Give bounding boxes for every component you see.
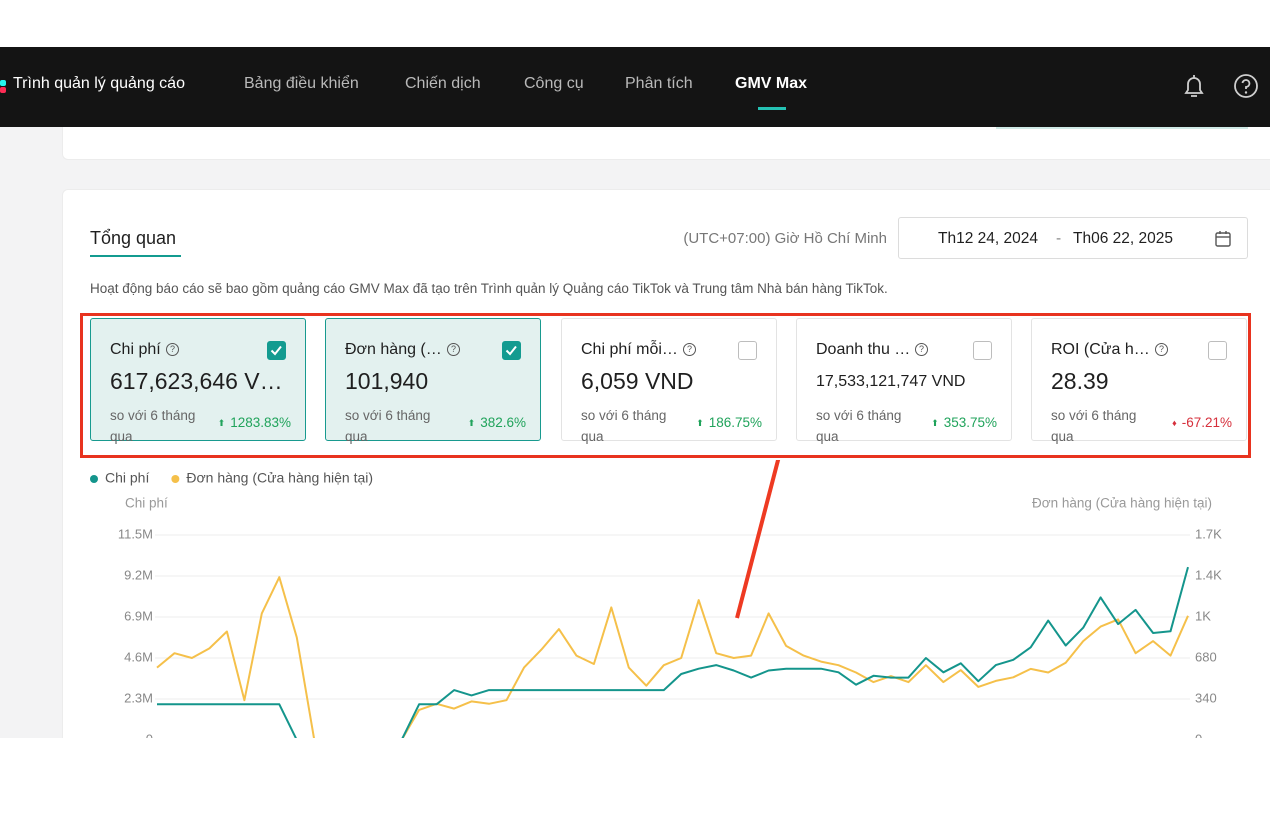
y-tick-label: 6.9M [124, 608, 153, 623]
metric-change-row: ♦ -67.21% [1172, 415, 1232, 430]
y-tick-label: 2.3M [124, 690, 153, 705]
metric-card[interactable]: ROI (Cửa h…? 28.39 so với 6 tháng qua ♦ -67.… [1031, 318, 1247, 444]
trend-arrow: ⬆ [696, 418, 704, 428]
check-mark [505, 345, 517, 356]
metric-change: -67.21% [1181, 415, 1232, 430]
date-picker[interactable]: Th12 24, 2024 - Th06 22, 2025 [898, 217, 1248, 259]
series-line [156, 576, 1189, 738]
y2-tick-label: 0 [1195, 731, 1202, 738]
help-icon[interactable] [1233, 73, 1261, 101]
y-axis-title: Chi phí [125, 496, 168, 511]
date-separator: - [1056, 230, 1062, 247]
date-start: Th12 24, 2024 [938, 230, 1038, 247]
metric-card[interactable]: Đơn hàng (…? 101,940 so với 6 tháng qua ⬆ 38… [325, 318, 541, 444]
checkbox[interactable] [267, 341, 286, 360]
legend-swatch [171, 475, 180, 483]
metric-title: Chi phí mỗi… [581, 341, 678, 358]
description: Hoạt động báo cáo sẽ bao gồm quảng cáo G… [90, 281, 888, 296]
trend-arrow: ⬆ [217, 418, 226, 428]
metric-card[interactable]: Chi phí? 617,623,646 V… so với 6 tháng qua… [90, 318, 306, 444]
checkbox[interactable] [973, 341, 992, 360]
brand[interactable]: Trình quản lý quảng cáo [13, 75, 185, 92]
metric-change: 1283.83% [230, 415, 291, 430]
nav-item[interactable]: Công cụ [524, 75, 584, 92]
help-icon: ? [683, 343, 696, 356]
help-icon: ? [447, 343, 460, 356]
y2-axis-title: Đơn hàng (Cửa hàng hiện tại) [1032, 496, 1212, 511]
chart: 0 2.3M 4.6M 6.9M 9.2M 11.5M 0 340 680 1K 1.4K 1.7K C… [90, 460, 1222, 738]
top-nav: Trình quản lý quảng cáo Bảng điều khiển C… [0, 47, 1270, 127]
metric-change-row: ⬆ 353.75% [931, 415, 997, 430]
metric-title: Đơn hàng (… [345, 341, 442, 358]
filter-card [62, 127, 1270, 160]
metric-value: 6,059 VND [581, 368, 694, 394]
help-icon: ? [1155, 343, 1168, 356]
y2-tick-label: 340 [1195, 690, 1217, 705]
tab-underline [90, 255, 181, 257]
series-line [157, 566, 1189, 738]
active-indicator [758, 107, 786, 110]
metric-change: 186.75% [708, 415, 762, 430]
logo-dot [0, 87, 6, 93]
metric-compare: so với 6 tháng qua [581, 408, 667, 444]
metric-value: 101,940 [345, 368, 429, 394]
button-edge [996, 127, 1248, 129]
highlight-box [80, 313, 1251, 458]
metric-value: 28.39 [1051, 368, 1109, 394]
trend-arrow: ⬆ [931, 418, 939, 428]
metric-card[interactable]: Doanh thu …? 17,533,121,747 VND so với 6 t… [796, 318, 1012, 444]
checkbox[interactable] [502, 341, 521, 360]
metric-compare: so với 6 tháng qua [345, 408, 431, 444]
legend-swatch [90, 475, 98, 483]
metric-title: Doanh thu … [816, 341, 911, 358]
legend-label: Chi phí [105, 470, 149, 486]
date-end: Th06 22, 2025 [1073, 230, 1173, 247]
help-icon: ? [915, 343, 928, 356]
nav-item[interactable]: Chiến dịch [405, 75, 481, 92]
metric-change: 353.75% [943, 415, 997, 430]
calendar-icon [1215, 231, 1231, 247]
logo-dot [0, 80, 6, 86]
y2-tick-label: 1.4K [1195, 567, 1222, 582]
nav-item[interactable]: GMV Max [735, 75, 808, 92]
metric-compare: so với 6 tháng qua [110, 408, 196, 444]
metric-change-row: ⬆ 1283.83% [218, 415, 291, 430]
y2-tick-label: 680 [1195, 649, 1217, 664]
y-tick-label: 9.2M [124, 567, 153, 582]
nav-item[interactable]: Bảng điều khiển [244, 75, 359, 92]
trend-arrow: ♦ [1172, 418, 1177, 428]
annotation-arrow [735, 460, 781, 619]
checkbox[interactable] [1208, 341, 1227, 360]
y2-tick-label: 1K [1195, 608, 1211, 623]
bell-icon[interactable] [1181, 73, 1207, 101]
checkbox[interactable] [738, 341, 757, 360]
nav-item[interactable]: Phân tích [625, 75, 693, 92]
metric-title: Chi phí [110, 341, 161, 358]
legend-label: Đơn hàng (Cửa hàng hiện tại) [186, 470, 373, 486]
timezone: (UTC+07:00) Giờ Hồ Chí Minh [683, 230, 887, 247]
trend-arrow: ⬆ [467, 418, 476, 428]
metric-change-row: ⬆ 382.6% [468, 415, 526, 430]
y-tick-label: 0 [146, 731, 153, 738]
help-icon: ? [166, 343, 179, 356]
metric-compare: so với 6 tháng qua [1051, 408, 1137, 444]
metric-change: 382.6% [480, 415, 526, 430]
metric-value: 617,623,646 V… [110, 368, 283, 394]
metric-compare: so với 6 tháng qua [816, 408, 902, 444]
y2-tick-label: 1.7K [1195, 526, 1222, 541]
tab-title[interactable]: Tổng quan [90, 228, 177, 248]
metric-title: ROI (Cửa h… [1051, 341, 1150, 358]
y-tick-label: 11.5M [118, 526, 153, 541]
metric-card[interactable]: Chi phí mỗi…? 6,059 VND so với 6 tháng qua… [561, 318, 777, 444]
metric-value: 17,533,121,747 VND [816, 373, 966, 390]
metric-change-row: ⬆ 186.75% [696, 415, 762, 430]
overview-card [62, 189, 1270, 738]
check-mark [270, 345, 282, 356]
y-tick-label: 4.6M [124, 649, 153, 664]
